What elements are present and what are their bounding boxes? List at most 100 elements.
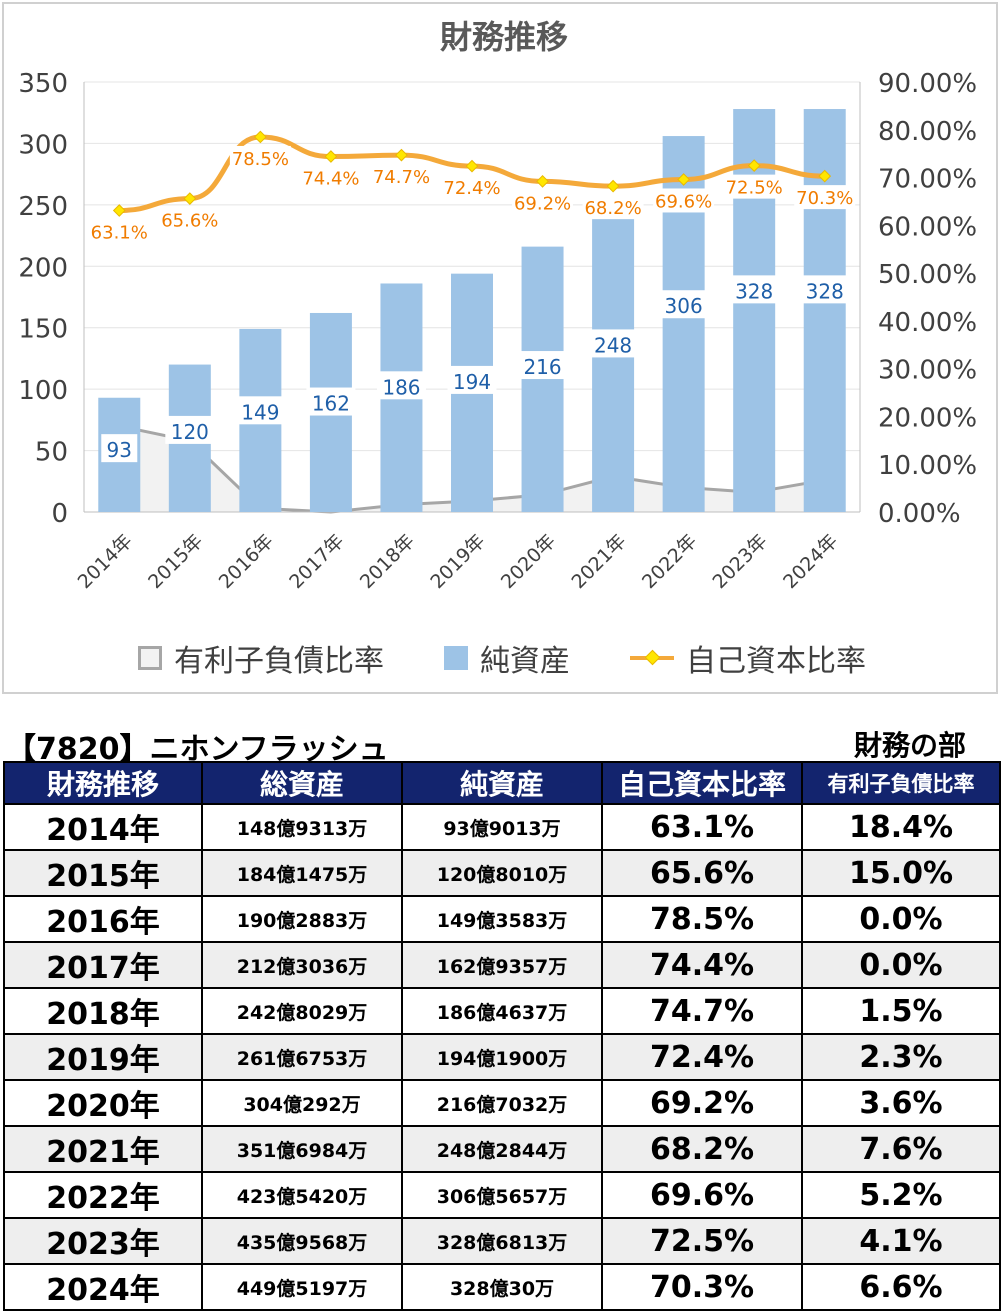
bar-label-bg: [447, 365, 497, 394]
line-value-label: 69.6%: [655, 191, 712, 212]
y-right-tick-label: 30.00%: [878, 356, 977, 386]
cell-debt-ratio: 6.6%: [801, 1263, 1001, 1311]
bar-net-assets: [521, 246, 564, 512]
financial-table: 財務推移 総資産 純資産 自己資本比率 有利子負債比率 2014年 148億931…: [3, 761, 1001, 1311]
line-equity-ratio: [119, 134, 825, 214]
line-label-bg: [723, 174, 785, 199]
cell-equity-ratio: 69.6%: [601, 1171, 803, 1219]
y-left-tick-label: 300: [18, 130, 68, 160]
legend-label: 自己資本比率: [686, 644, 866, 679]
line-marker: [465, 159, 479, 173]
cell-equity-ratio: 65.6%: [601, 849, 803, 897]
cell-net-assets: 328億6813万: [401, 1217, 603, 1265]
cell-year: 2020年: [3, 1079, 203, 1127]
bar-value-label: 93: [107, 438, 132, 462]
line-label-bg: [512, 190, 574, 215]
bar-label-bg: [235, 396, 285, 425]
table-row: 2024年 449億5197万 328億30万 70.3% 6.6%: [3, 1263, 1001, 1311]
table-row: 2020年 304億292万 216億7032万 69.2% 3.6%: [3, 1079, 1001, 1127]
line-marker: [253, 130, 267, 144]
y-right-tick-label: 70.00%: [878, 165, 977, 195]
table-row: 2019年 261億6753万 194億1900万 72.4% 2.3%: [3, 1033, 1001, 1081]
cell-debt-ratio: 15.0%: [801, 849, 1001, 897]
cell-net-assets: 93億9013万: [401, 803, 603, 851]
bar-value-label: 120: [171, 420, 209, 444]
cell-year: 2014年: [3, 803, 203, 851]
bar-value-label: 306: [665, 294, 703, 318]
x-tick-label: 2016年: [215, 530, 278, 593]
y-left-tick-label: 200: [18, 253, 68, 283]
legend-item-debt-ratio[interactable]: 有利子負債比率: [138, 636, 384, 680]
y-left-tick-label: 350: [18, 69, 68, 99]
cell-net-assets: 194億1900万: [401, 1033, 603, 1081]
line-marker: [747, 159, 761, 172]
line-marker: [606, 179, 620, 193]
cell-equity-ratio: 63.1%: [601, 803, 803, 851]
header-debt-ratio: 有利子負債比率: [801, 761, 1001, 805]
cell-year: 2022年: [3, 1171, 203, 1219]
table-row: 2014年 148億9313万 93億9013万 63.1% 18.4%: [3, 803, 1001, 851]
bar-label-bg: [165, 415, 215, 444]
bar-value-label: 216: [523, 355, 561, 379]
cell-total-assets: 242億8029万: [201, 987, 403, 1035]
cell-year: 2017年: [3, 941, 203, 989]
x-tick-label: 2015年: [144, 530, 207, 593]
line-marker: [112, 204, 126, 217]
bar-value-label: 186: [382, 375, 420, 399]
legend-item-net-assets[interactable]: 純資産: [444, 636, 570, 680]
bar-label-bg: [659, 290, 709, 319]
cell-total-assets: 351億6984万: [201, 1125, 403, 1173]
cell-total-assets: 261億6753万: [201, 1033, 403, 1081]
line-value-label: 74.7%: [373, 167, 430, 188]
x-tick-label: 2022年: [638, 530, 701, 593]
legend-swatch-area: [138, 646, 162, 670]
y-right-tick-label: 10.00%: [878, 451, 977, 481]
cell-total-assets: 304億292万: [201, 1079, 403, 1127]
section-title: 財務の部: [853, 729, 966, 762]
bar-label-bg: [518, 351, 568, 380]
bar-value-label: 194: [453, 370, 491, 394]
cell-total-assets: 435億9568万: [201, 1217, 403, 1265]
line-marker: [677, 173, 691, 186]
table-row: 2015年 184億1475万 120億8010万 65.6% 15.0%: [3, 849, 1001, 897]
table-row: 2022年 423億5420万 306億5657万 69.6% 5.2%: [3, 1171, 1001, 1219]
legend-label: 純資産: [480, 644, 570, 679]
header-net-assets: 純資産: [401, 761, 603, 805]
y-right-tick-label: 20.00%: [878, 403, 977, 433]
x-tick-label: 2024年: [779, 530, 842, 593]
line-label-bg: [229, 145, 291, 170]
cell-total-assets: 190億2883万: [201, 895, 403, 943]
line-label-bg: [370, 164, 432, 189]
cell-total-assets: 449億5197万: [201, 1263, 403, 1311]
y-left-tick-label: 100: [18, 376, 68, 406]
legend-item-equity-ratio[interactable]: 自己資本比率: [630, 636, 866, 680]
table-row: 2023年 435億9568万 328億6813万 72.5% 4.1%: [3, 1217, 1001, 1265]
cell-year: 2024年: [3, 1263, 203, 1311]
bar-label-bg: [376, 371, 426, 400]
y-right-tick-label: 50.00%: [878, 260, 977, 290]
table-row: 2021年 351億6984万 248億2844万 68.2% 7.6%: [3, 1125, 1001, 1173]
cell-year: 2016年: [3, 895, 203, 943]
bar-value-label: 328: [806, 279, 844, 303]
financial-chart: 財務推移 0 50 100 150 200 250 300 350 0.00% 10.00% 20.0…: [18, 18, 977, 593]
bar-label-bg: [101, 434, 138, 463]
x-tick-label: 2014年: [74, 530, 137, 593]
cell-debt-ratio: 5.2%: [801, 1171, 1001, 1219]
line-value-label: 63.1%: [91, 223, 148, 244]
bar-value-label: 149: [241, 400, 279, 424]
cell-net-assets: 162億9357万: [401, 941, 603, 989]
bar-net-assets: [592, 207, 635, 513]
cell-year: 2019年: [3, 1033, 203, 1081]
line-label-bg: [653, 188, 715, 213]
cell-debt-ratio: 1.5%: [801, 987, 1001, 1035]
cell-equity-ratio: 74.7%: [601, 987, 803, 1035]
y-right-tick-label: 90.00%: [878, 69, 977, 99]
cell-debt-ratio: 18.4%: [801, 803, 1001, 851]
bar-label-bg: [588, 329, 638, 358]
cell-debt-ratio: 7.6%: [801, 1125, 1001, 1173]
line-marker: [324, 150, 338, 163]
legend-swatch-line: [630, 656, 674, 660]
cell-net-assets: 120億8010万: [401, 849, 603, 897]
chart-panel: 財務推移 0 50 100 150 200 250 300 350 0.00% 10.00% 20.0…: [2, 2, 998, 694]
cell-total-assets: 212億3036万: [201, 941, 403, 989]
